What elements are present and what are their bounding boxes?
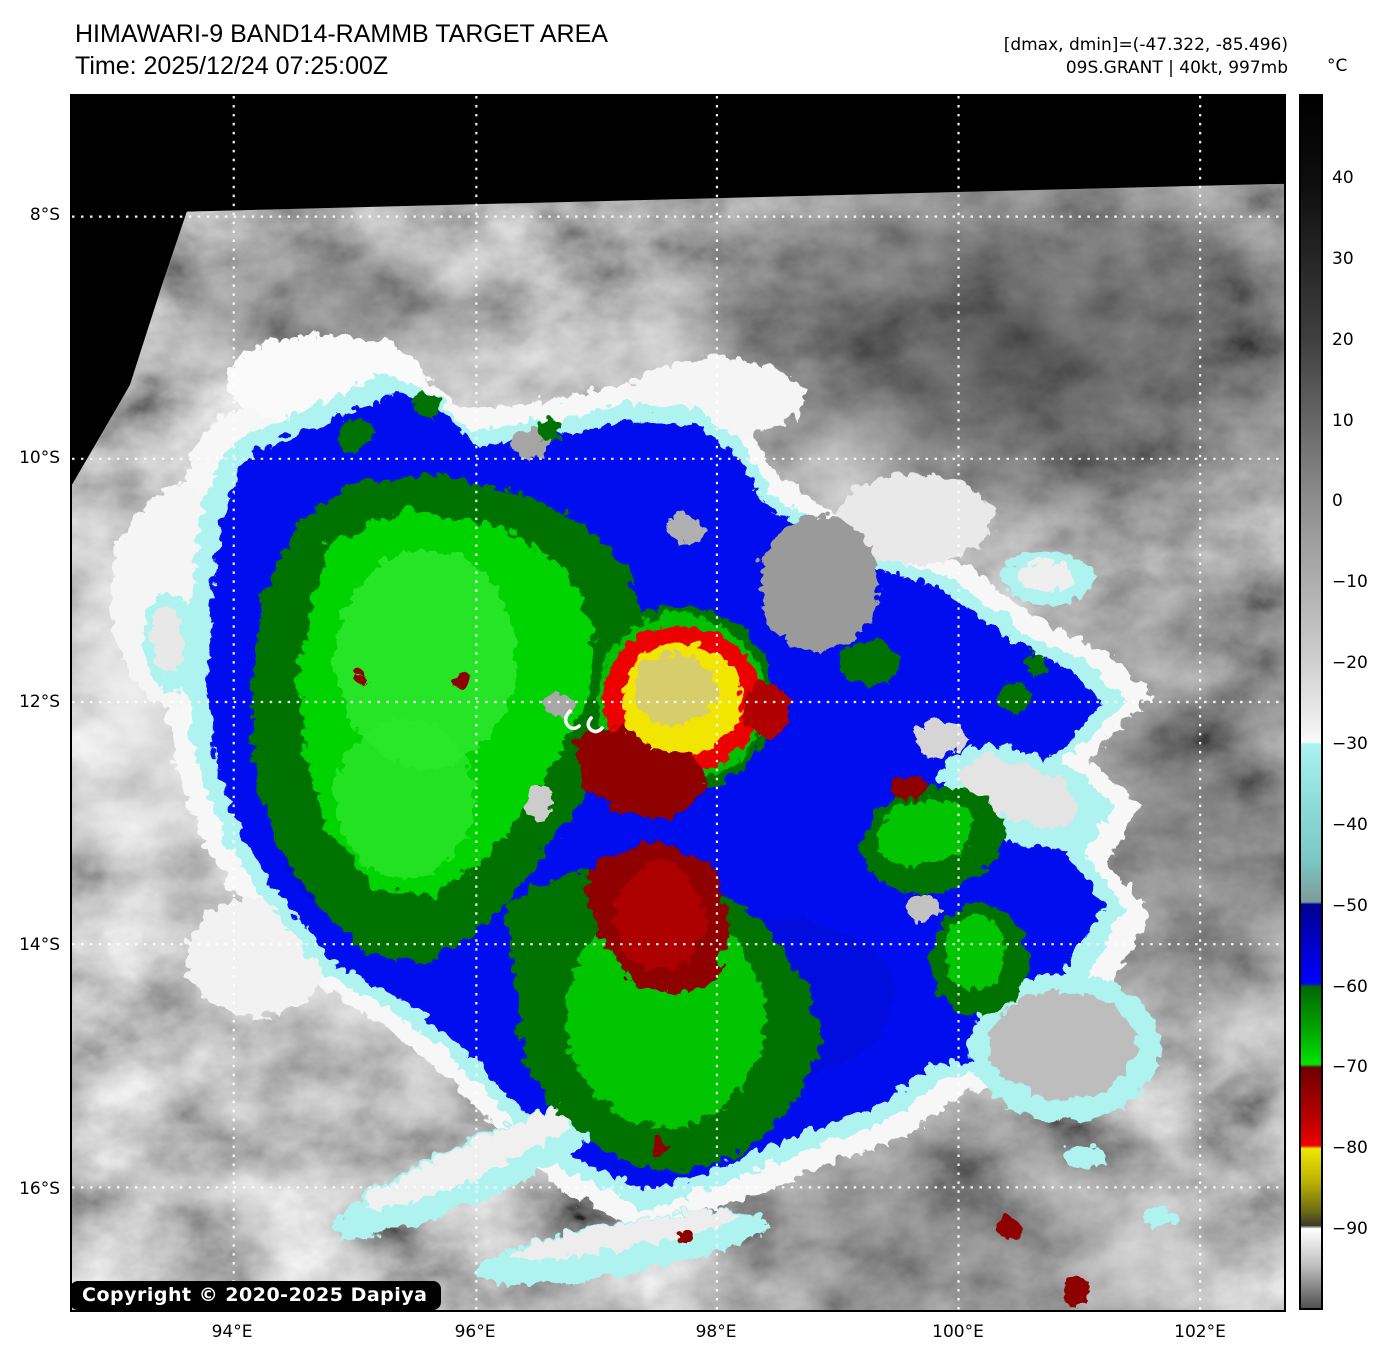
cyan-fringe-patches xyxy=(138,548,1174,1281)
satellite-map xyxy=(70,94,1286,1312)
x-axis-label: 102°E xyxy=(1174,1322,1226,1342)
y-axis-label: 14°S xyxy=(19,935,60,955)
page-title: HIMAWARI-9 BAND14-RAMMB TARGET AREA xyxy=(75,20,608,48)
colorbar-tick-label: −10 xyxy=(1332,572,1368,592)
colorbar-tick-label: 20 xyxy=(1332,330,1354,350)
header-annotations: [dmax, dmin]=(-47.322, -85.496) 09S.GRAN… xyxy=(1004,34,1288,80)
colorbar-tick-label: −50 xyxy=(1332,896,1368,916)
colorbar-tick-label: 40 xyxy=(1332,168,1354,188)
colorbar-tick-label: −70 xyxy=(1332,1057,1368,1077)
colorbar xyxy=(1299,94,1323,1310)
colorbar-tick-label: 0 xyxy=(1332,491,1343,511)
colorbar-tick-label: −40 xyxy=(1332,815,1368,835)
scan-area xyxy=(72,183,1284,1310)
y-axis-label: 8°S xyxy=(29,205,60,225)
header-title-block: HIMAWARI-9 BAND14-RAMMB TARGET AREA Time… xyxy=(75,18,608,82)
y-axis-label: 12°S xyxy=(19,692,60,712)
storm-overlay xyxy=(106,330,1174,1302)
colorbar-tick-label: −80 xyxy=(1332,1138,1368,1158)
colorbar-unit-label: °C xyxy=(1327,56,1348,76)
dmax-dmin-label: [dmax, dmin]=(-47.322, -85.496) xyxy=(1003,35,1288,55)
y-axis-label: 10°S xyxy=(19,448,60,468)
copyright-badge: Copyright © 2020-2025 Dapiya xyxy=(70,1281,442,1310)
colorbar-tick-label: −30 xyxy=(1332,734,1368,754)
y-axis-label: 16°S xyxy=(19,1179,60,1199)
x-axis-label: 94°E xyxy=(211,1322,253,1342)
storm-info-label: 09S.GRANT | 40kt, 997mb xyxy=(1065,58,1288,78)
colorbar-tick-label: −90 xyxy=(1332,1219,1368,1239)
yellow-coldest-core xyxy=(617,639,737,751)
timestamp-label: Time: 2025/12/24 07:25:00Z xyxy=(75,52,389,80)
x-axis-label: 96°E xyxy=(454,1322,496,1342)
colorbar-tick-label: −60 xyxy=(1332,977,1368,997)
x-axis-label: 98°E xyxy=(695,1322,737,1342)
satellite-image xyxy=(72,96,1284,1310)
storm-center-marker xyxy=(563,709,604,734)
x-axis-label: 100°E xyxy=(932,1322,984,1342)
colorbar-tick-label: 10 xyxy=(1332,411,1354,431)
colorbar-tick-label: −20 xyxy=(1332,653,1368,673)
colorbar-tick-label: 30 xyxy=(1332,249,1354,269)
